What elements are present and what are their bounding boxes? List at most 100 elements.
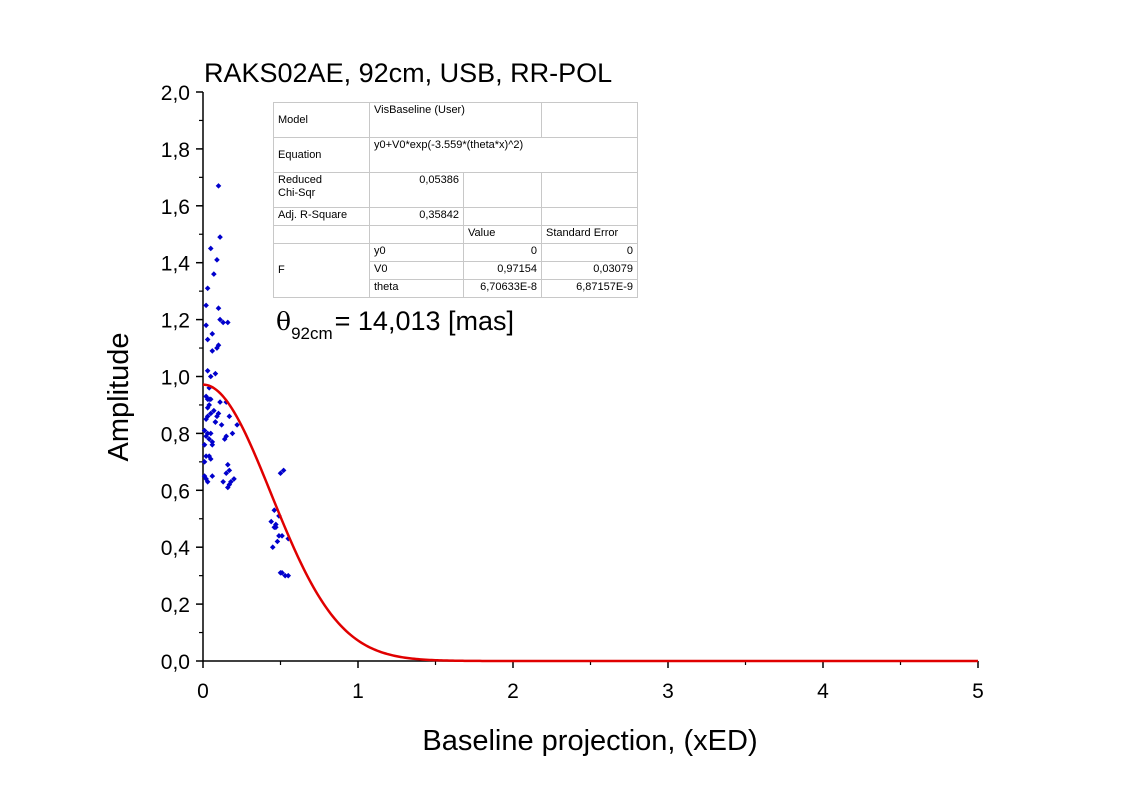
y-tick-label: 1,8 [161, 139, 190, 162]
data-point [285, 572, 292, 579]
data-point [215, 410, 222, 417]
data-point [280, 467, 287, 474]
data-point [276, 533, 282, 539]
data-point [217, 316, 223, 323]
data-point [204, 404, 211, 411]
data-point [215, 342, 222, 349]
data-point [221, 436, 228, 442]
data-point [209, 473, 216, 479]
data-point [214, 257, 220, 263]
data-point [209, 331, 216, 337]
data-point [231, 476, 237, 482]
y-tick-label: 0,8 [161, 423, 190, 446]
data-point [207, 430, 214, 437]
theta-value: = 14,013 [mas] [335, 306, 514, 336]
chart-title: RAKS02AE, 92cm, USB, RR-POL [204, 58, 612, 88]
data-point [225, 319, 231, 326]
data-point [274, 538, 281, 545]
data-point [220, 478, 226, 485]
data-point [282, 572, 288, 579]
data-point [234, 422, 240, 428]
y-tick-label: 1,2 [161, 310, 190, 333]
data-point [217, 399, 223, 405]
data-point [214, 345, 220, 351]
data-point [211, 271, 217, 277]
param-error: 0,03079 [541, 261, 639, 280]
data-point [226, 467, 233, 474]
data-point [204, 336, 211, 343]
data-point [206, 402, 212, 408]
param-value: 6,70633E-8 [462, 279, 543, 298]
x-axis-ticks: 0 1 2 3 4 5 [197, 661, 984, 703]
x-tick-label: 5 [972, 680, 984, 703]
y-tick-label: 2,0 [161, 82, 190, 105]
y-tick-label: 0,4 [161, 537, 191, 560]
data-point [214, 413, 220, 420]
x-tick-label: 4 [817, 680, 829, 703]
col-error-header: Standard Error [541, 225, 639, 244]
equation-label: Equation [273, 137, 370, 173]
data-point [226, 413, 233, 420]
data-point [225, 484, 231, 491]
data-point [217, 234, 223, 240]
data-point [223, 470, 230, 477]
data-point [206, 453, 212, 459]
data-point [207, 245, 214, 252]
data-point [206, 436, 212, 442]
data-point [225, 461, 231, 468]
data-point [204, 285, 211, 292]
data-point [204, 430, 211, 437]
chi-value: 0,05386 [369, 172, 464, 208]
params-table: Model VisBaseline (User) Equation y0+V0*… [273, 102, 639, 298]
y-tick-label: 1,4 [161, 253, 191, 276]
param-error: 6,87157E-9 [541, 279, 639, 298]
data-point [220, 319, 226, 326]
param-error: 0 [541, 243, 639, 262]
data-point [206, 396, 212, 403]
data-point [279, 570, 285, 576]
data-point [201, 441, 208, 448]
data-point [269, 544, 276, 550]
data-point [268, 518, 274, 525]
data-point [207, 373, 214, 380]
data-point [211, 407, 217, 414]
y-tick-label: 1,0 [161, 367, 190, 390]
fit-curve [202, 383, 978, 663]
theta-annotation: θ92cm= 14,013 [mas] [276, 306, 514, 343]
data-point [203, 302, 209, 309]
param-name: V0 [369, 261, 464, 280]
data-point [204, 368, 211, 374]
data-point [218, 422, 225, 428]
data-point [204, 413, 211, 420]
data-point [207, 410, 214, 417]
x-tick-label: 3 [662, 680, 674, 703]
data-point [215, 183, 222, 189]
data-point [226, 481, 233, 488]
y-tick-label: 0,6 [161, 480, 190, 503]
data-points [201, 183, 292, 579]
data-point [209, 441, 216, 448]
x-tick-label: 0 [197, 680, 209, 703]
data-point [209, 348, 216, 354]
data-point [203, 433, 209, 440]
data-point [215, 305, 222, 312]
adj-r-value: 0,35842 [369, 207, 464, 226]
x-tick-label: 1 [352, 680, 364, 703]
model-label: Model [273, 102, 370, 138]
y-tick-label: 0,0 [161, 651, 190, 674]
y-axis-ticks: 0,0 0,2 0,4 0,6 0,8 1,0 1,2 1,4 1,6 1,8 2,0 [161, 82, 203, 674]
adj-r-label: Adj. R-Square [273, 207, 370, 226]
y-axis-label: Amplitude [103, 333, 135, 462]
param-name: theta [369, 279, 464, 298]
data-point [271, 507, 278, 514]
x-axis-label: Baseline projection, (xED) [422, 725, 757, 757]
data-point [203, 453, 209, 459]
param-value: 0,97154 [462, 261, 543, 280]
data-point [201, 427, 208, 434]
model-value: VisBaseline (User) [368, 102, 543, 138]
data-point [203, 322, 209, 329]
data-point [229, 430, 236, 437]
param-value: 0 [462, 243, 543, 262]
y-tick-label: 1,6 [161, 196, 190, 219]
col-value-header: Value [462, 225, 543, 244]
